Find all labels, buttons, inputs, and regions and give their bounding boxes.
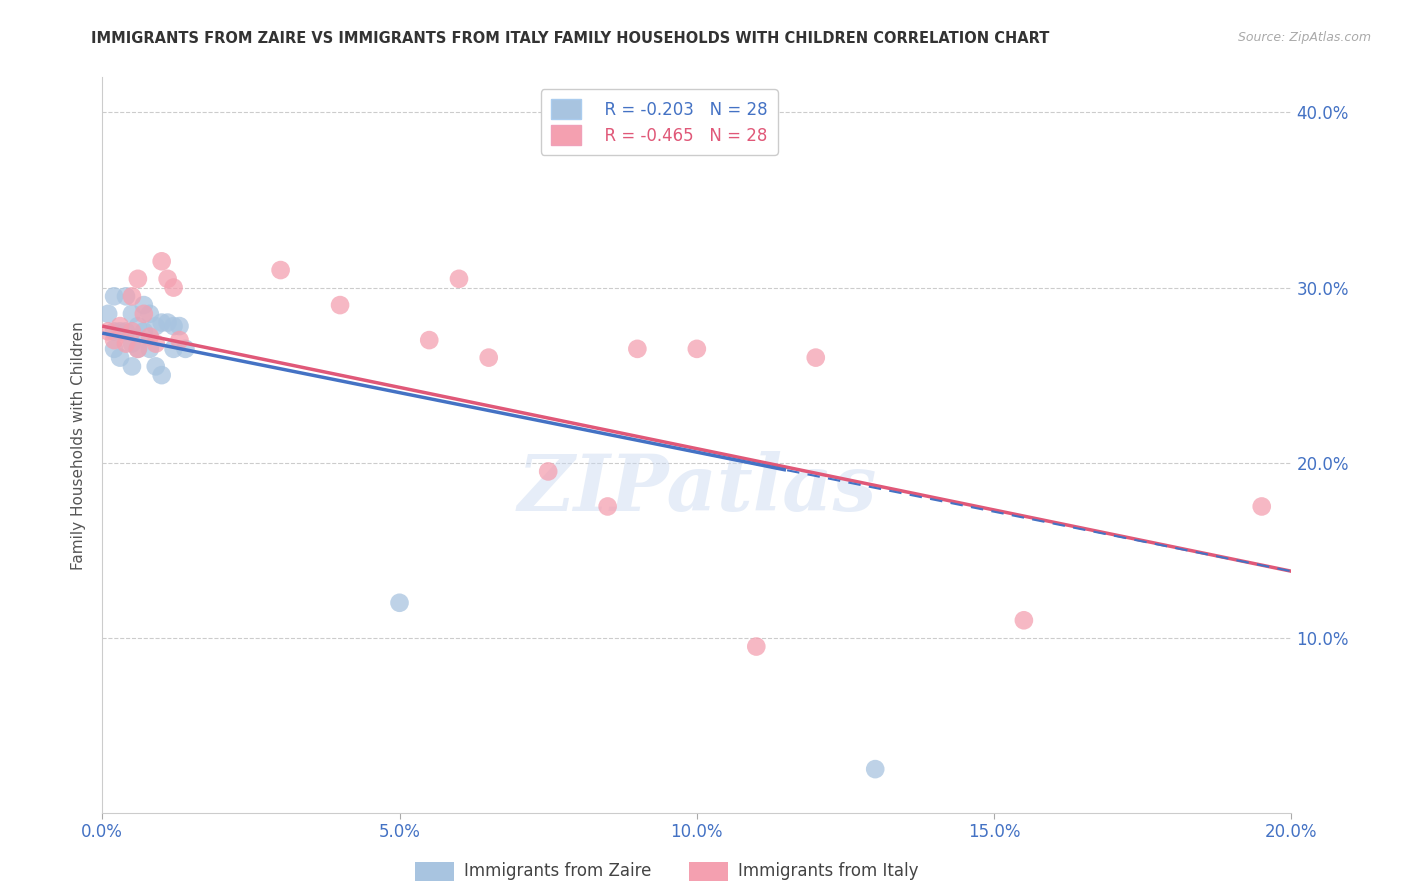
Point bbox=[115, 289, 138, 303]
Point bbox=[169, 333, 191, 347]
Point bbox=[97, 307, 120, 321]
Point bbox=[478, 351, 501, 365]
Point bbox=[139, 307, 162, 321]
Point bbox=[127, 272, 149, 286]
Point bbox=[745, 640, 768, 654]
Point bbox=[115, 324, 138, 338]
Point bbox=[127, 319, 149, 334]
Point bbox=[174, 342, 197, 356]
Point bbox=[97, 324, 120, 338]
Point bbox=[162, 342, 184, 356]
Point bbox=[686, 342, 709, 356]
Point bbox=[162, 280, 184, 294]
Point bbox=[388, 596, 411, 610]
Point bbox=[115, 336, 138, 351]
Point bbox=[132, 298, 155, 312]
Point bbox=[863, 762, 886, 776]
Point bbox=[169, 319, 191, 334]
Point bbox=[121, 307, 143, 321]
Point bbox=[103, 333, 125, 347]
Point bbox=[150, 254, 173, 268]
Point bbox=[132, 324, 155, 338]
Point bbox=[156, 316, 179, 330]
Point bbox=[127, 342, 149, 356]
Point bbox=[108, 324, 131, 338]
Point bbox=[447, 272, 470, 286]
Point bbox=[150, 316, 173, 330]
Text: IMMIGRANTS FROM ZAIRE VS IMMIGRANTS FROM ITALY FAMILY HOUSEHOLDS WITH CHILDREN C: IMMIGRANTS FROM ZAIRE VS IMMIGRANTS FROM… bbox=[91, 31, 1050, 46]
Point bbox=[103, 342, 125, 356]
Point bbox=[103, 289, 125, 303]
Point bbox=[103, 324, 125, 338]
Point bbox=[150, 368, 173, 383]
Text: Immigrants from Italy: Immigrants from Italy bbox=[738, 863, 918, 880]
Point bbox=[145, 319, 167, 334]
Point bbox=[121, 324, 143, 338]
Point bbox=[127, 342, 149, 356]
Point bbox=[537, 465, 560, 479]
Point bbox=[626, 342, 648, 356]
Point bbox=[329, 298, 352, 312]
Point bbox=[162, 319, 184, 334]
Point bbox=[139, 342, 162, 356]
Point bbox=[145, 359, 167, 374]
Point bbox=[121, 289, 143, 303]
Point bbox=[804, 351, 827, 365]
Text: Immigrants from Zaire: Immigrants from Zaire bbox=[464, 863, 651, 880]
Point bbox=[132, 307, 155, 321]
Text: ZIPatlas: ZIPatlas bbox=[517, 451, 876, 527]
Point bbox=[1012, 613, 1035, 627]
Point bbox=[145, 336, 167, 351]
Point bbox=[108, 351, 131, 365]
Point bbox=[156, 272, 179, 286]
Text: Source: ZipAtlas.com: Source: ZipAtlas.com bbox=[1237, 31, 1371, 45]
Point bbox=[108, 319, 131, 334]
Point bbox=[270, 263, 292, 277]
Point bbox=[418, 333, 440, 347]
Point bbox=[121, 336, 143, 351]
Y-axis label: Family Households with Children: Family Households with Children bbox=[72, 321, 86, 570]
Legend:   R = -0.203   N = 28,   R = -0.465   N = 28: R = -0.203 N = 28, R = -0.465 N = 28 bbox=[541, 89, 778, 154]
Point bbox=[139, 329, 162, 343]
Point bbox=[596, 500, 619, 514]
Point bbox=[121, 359, 143, 374]
Point bbox=[1250, 500, 1272, 514]
